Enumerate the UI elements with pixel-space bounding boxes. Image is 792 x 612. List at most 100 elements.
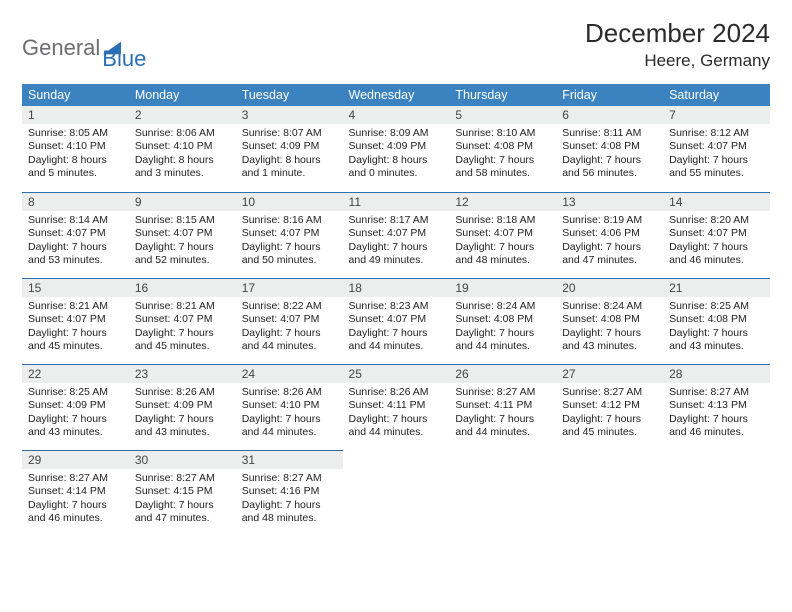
day-line-ss: Sunset: 4:07 PM xyxy=(349,313,444,326)
day-line-dl2: and 46 minutes. xyxy=(669,426,764,439)
day-line-sr: Sunrise: 8:27 AM xyxy=(242,472,337,485)
day-number: 13 xyxy=(556,192,663,211)
calendar-day-cell: 9Sunrise: 8:15 AMSunset: 4:07 PMDaylight… xyxy=(129,192,236,278)
calendar-day-cell xyxy=(556,450,663,536)
day-line-dl2: and 55 minutes. xyxy=(669,167,764,180)
calendar-day-cell xyxy=(663,450,770,536)
day-number: 10 xyxy=(236,192,343,211)
day-line-sr: Sunrise: 8:25 AM xyxy=(28,386,123,399)
day-number: 15 xyxy=(22,278,129,297)
day-line-sr: Sunrise: 8:26 AM xyxy=(349,386,444,399)
day-line-sr: Sunrise: 8:05 AM xyxy=(28,127,123,140)
day-body: Sunrise: 8:26 AMSunset: 4:09 PMDaylight:… xyxy=(129,383,236,444)
day-number: 19 xyxy=(449,278,556,297)
day-body: Sunrise: 8:23 AMSunset: 4:07 PMDaylight:… xyxy=(343,297,450,358)
day-line-sr: Sunrise: 8:20 AM xyxy=(669,214,764,227)
calendar-day-cell: 12Sunrise: 8:18 AMSunset: 4:07 PMDayligh… xyxy=(449,192,556,278)
day-line-dl1: Daylight: 7 hours xyxy=(28,327,123,340)
day-number: 3 xyxy=(236,106,343,124)
day-number: 27 xyxy=(556,364,663,383)
logo-text-blue: Blue xyxy=(102,46,146,72)
calendar-day-cell: 30Sunrise: 8:27 AMSunset: 4:15 PMDayligh… xyxy=(129,450,236,536)
day-line-dl2: and 53 minutes. xyxy=(28,254,123,267)
day-line-sr: Sunrise: 8:27 AM xyxy=(455,386,550,399)
day-number: 7 xyxy=(663,106,770,124)
day-line-dl2: and 43 minutes. xyxy=(28,426,123,439)
day-number: 21 xyxy=(663,278,770,297)
day-line-sr: Sunrise: 8:18 AM xyxy=(455,214,550,227)
calendar-day-cell: 15Sunrise: 8:21 AMSunset: 4:07 PMDayligh… xyxy=(22,278,129,364)
weekday-header: Wednesday xyxy=(343,84,450,106)
day-line-dl1: Daylight: 7 hours xyxy=(349,327,444,340)
calendar-day-cell: 26Sunrise: 8:27 AMSunset: 4:11 PMDayligh… xyxy=(449,364,556,450)
day-body: Sunrise: 8:26 AMSunset: 4:11 PMDaylight:… xyxy=(343,383,450,444)
day-line-sr: Sunrise: 8:27 AM xyxy=(669,386,764,399)
day-line-dl2: and 46 minutes. xyxy=(28,512,123,525)
day-line-dl1: Daylight: 8 hours xyxy=(135,154,230,167)
day-line-dl1: Daylight: 7 hours xyxy=(455,154,550,167)
day-line-sr: Sunrise: 8:24 AM xyxy=(455,300,550,313)
day-number: 14 xyxy=(663,192,770,211)
day-line-sr: Sunrise: 8:27 AM xyxy=(28,472,123,485)
calendar-day-cell: 18Sunrise: 8:23 AMSunset: 4:07 PMDayligh… xyxy=(343,278,450,364)
day-line-ss: Sunset: 4:07 PM xyxy=(349,227,444,240)
day-line-dl1: Daylight: 7 hours xyxy=(242,413,337,426)
calendar-day-cell: 31Sunrise: 8:27 AMSunset: 4:16 PMDayligh… xyxy=(236,450,343,536)
day-line-ss: Sunset: 4:11 PM xyxy=(349,399,444,412)
day-line-sr: Sunrise: 8:12 AM xyxy=(669,127,764,140)
calendar-week-row: 15Sunrise: 8:21 AMSunset: 4:07 PMDayligh… xyxy=(22,278,770,364)
title-block: December 2024 Heere, Germany xyxy=(585,18,770,71)
day-body: Sunrise: 8:06 AMSunset: 4:10 PMDaylight:… xyxy=(129,124,236,185)
day-line-ss: Sunset: 4:08 PM xyxy=(562,140,657,153)
day-line-ss: Sunset: 4:09 PM xyxy=(28,399,123,412)
calendar-day-cell: 20Sunrise: 8:24 AMSunset: 4:08 PMDayligh… xyxy=(556,278,663,364)
day-line-dl1: Daylight: 7 hours xyxy=(135,499,230,512)
weekday-header: Sunday xyxy=(22,84,129,106)
day-line-dl1: Daylight: 7 hours xyxy=(455,241,550,254)
day-number: 2 xyxy=(129,106,236,124)
day-number: 1 xyxy=(22,106,129,124)
day-line-dl2: and 50 minutes. xyxy=(242,254,337,267)
calendar-day-cell: 23Sunrise: 8:26 AMSunset: 4:09 PMDayligh… xyxy=(129,364,236,450)
day-line-dl1: Daylight: 7 hours xyxy=(455,327,550,340)
calendar-day-cell: 7Sunrise: 8:12 AMSunset: 4:07 PMDaylight… xyxy=(663,106,770,192)
day-line-dl2: and 5 minutes. xyxy=(28,167,123,180)
day-number: 4 xyxy=(343,106,450,124)
day-line-ss: Sunset: 4:07 PM xyxy=(669,140,764,153)
weekday-header: Friday xyxy=(556,84,663,106)
day-body: Sunrise: 8:27 AMSunset: 4:14 PMDaylight:… xyxy=(22,469,129,530)
calendar-day-cell: 1Sunrise: 8:05 AMSunset: 4:10 PMDaylight… xyxy=(22,106,129,192)
day-line-sr: Sunrise: 8:23 AM xyxy=(349,300,444,313)
day-body: Sunrise: 8:27 AMSunset: 4:15 PMDaylight:… xyxy=(129,469,236,530)
day-line-sr: Sunrise: 8:06 AM xyxy=(135,127,230,140)
day-line-ss: Sunset: 4:10 PM xyxy=(135,140,230,153)
day-line-dl1: Daylight: 7 hours xyxy=(135,241,230,254)
day-line-dl1: Daylight: 8 hours xyxy=(242,154,337,167)
day-line-dl2: and 43 minutes. xyxy=(669,340,764,353)
day-line-dl2: and 56 minutes. xyxy=(562,167,657,180)
day-line-dl1: Daylight: 7 hours xyxy=(242,327,337,340)
day-line-dl1: Daylight: 7 hours xyxy=(562,154,657,167)
day-line-sr: Sunrise: 8:10 AM xyxy=(455,127,550,140)
day-line-ss: Sunset: 4:16 PM xyxy=(242,485,337,498)
day-line-dl2: and 44 minutes. xyxy=(349,426,444,439)
day-number: 23 xyxy=(129,364,236,383)
page-title: December 2024 xyxy=(585,18,770,49)
day-line-ss: Sunset: 4:07 PM xyxy=(242,227,337,240)
day-number: 16 xyxy=(129,278,236,297)
calendar-week-row: 22Sunrise: 8:25 AMSunset: 4:09 PMDayligh… xyxy=(22,364,770,450)
weekday-header: Thursday xyxy=(449,84,556,106)
day-body: Sunrise: 8:26 AMSunset: 4:10 PMDaylight:… xyxy=(236,383,343,444)
day-line-dl2: and 3 minutes. xyxy=(135,167,230,180)
day-line-sr: Sunrise: 8:21 AM xyxy=(135,300,230,313)
day-line-sr: Sunrise: 8:26 AM xyxy=(242,386,337,399)
day-line-dl2: and 44 minutes. xyxy=(242,340,337,353)
logo: General Blue xyxy=(22,18,146,72)
day-line-dl1: Daylight: 7 hours xyxy=(28,413,123,426)
day-line-sr: Sunrise: 8:25 AM xyxy=(669,300,764,313)
weekday-header: Tuesday xyxy=(236,84,343,106)
day-line-dl2: and 44 minutes. xyxy=(349,340,444,353)
day-line-dl2: and 45 minutes. xyxy=(28,340,123,353)
day-line-sr: Sunrise: 8:07 AM xyxy=(242,127,337,140)
day-body: Sunrise: 8:21 AMSunset: 4:07 PMDaylight:… xyxy=(22,297,129,358)
